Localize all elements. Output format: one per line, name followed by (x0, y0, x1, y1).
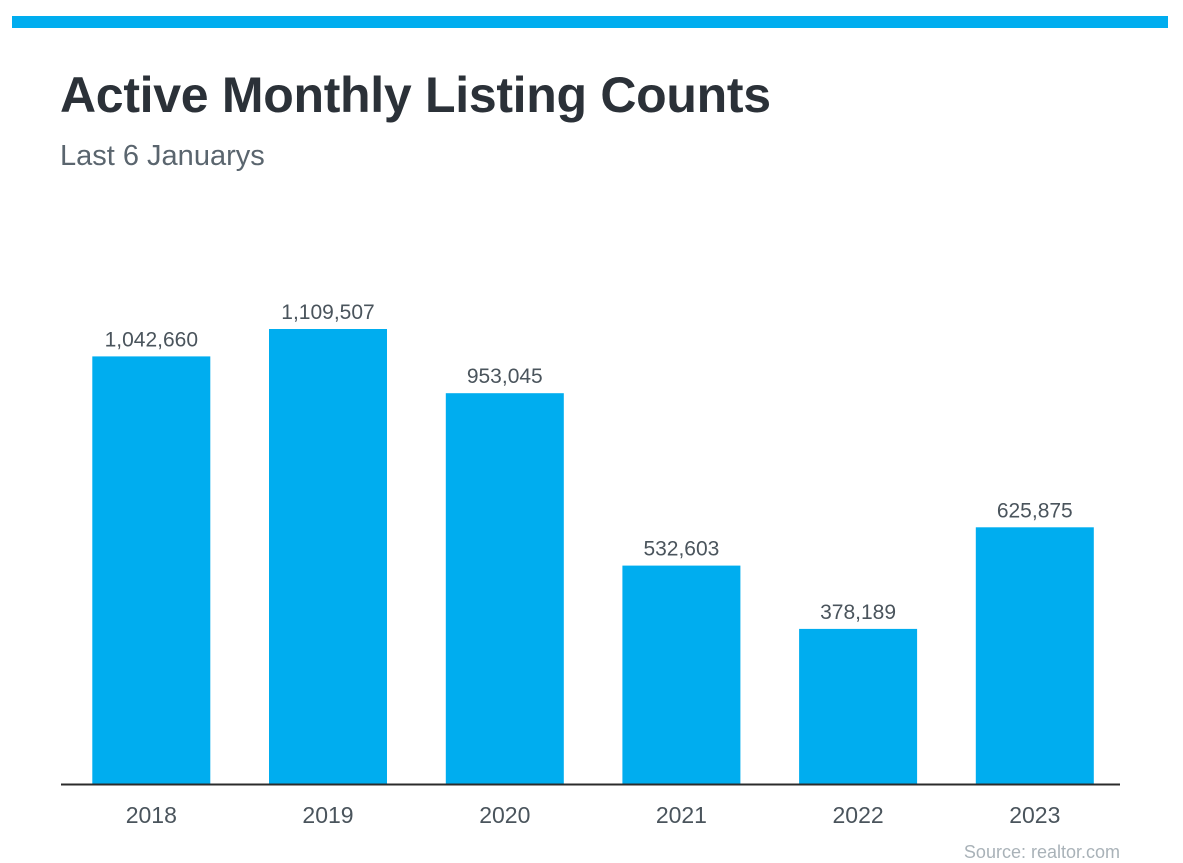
data-label-2023: 625,875 (997, 499, 1073, 522)
data-label-2019: 1,109,507 (281, 301, 374, 324)
chart-subtitle: Last 6 Januarys (60, 140, 265, 172)
bar-2022 (799, 628, 918, 784)
x-tick-label-2023: 2023 (1009, 802, 1060, 828)
x-tick-label-2020: 2020 (479, 802, 530, 828)
source-note: Source: realtor.com (963, 842, 1120, 862)
top-accent-bar (12, 16, 1168, 28)
x-tick-label-2019: 2019 (302, 802, 353, 828)
bar-2020 (445, 393, 564, 784)
bar-2019 (269, 329, 387, 784)
data-label-2022: 378,189 (820, 601, 896, 624)
x-tick-label-2021: 2021 (656, 802, 707, 828)
data-label-2018: 1,042,660 (105, 328, 198, 351)
chart-title: Active Monthly Listing Counts (60, 67, 771, 123)
x-tick-label-2022: 2022 (833, 802, 884, 828)
data-label-2020: 953,045 (467, 365, 543, 388)
bar-2023 (975, 527, 1094, 784)
bar-2018 (92, 356, 211, 784)
x-tick-label-2018: 2018 (126, 802, 177, 828)
bar-2021 (622, 565, 741, 784)
data-label-2021: 532,603 (643, 538, 719, 561)
